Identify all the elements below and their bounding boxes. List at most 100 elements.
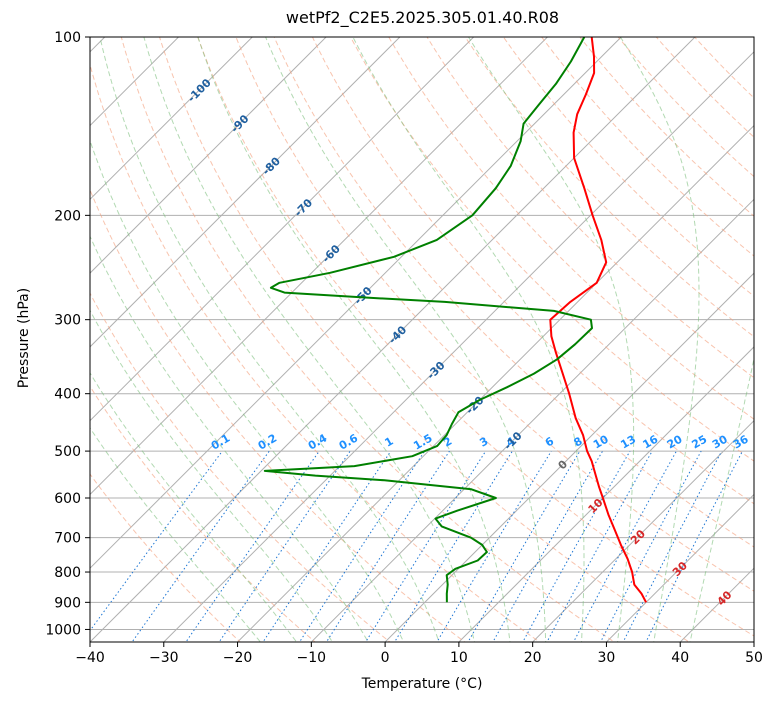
isotherm-line bbox=[236, 124, 754, 642]
dry-adiabat-line bbox=[120, 37, 616, 642]
y-tick-label: 700 bbox=[54, 531, 81, 547]
x-tick-label: −10 bbox=[297, 650, 327, 666]
isotherm-line bbox=[458, 346, 754, 642]
mixing-ratio-line bbox=[185, 450, 320, 642]
dry-adiabat-line bbox=[464, 37, 754, 338]
moist-adiabat-line bbox=[197, 37, 511, 642]
isotherm-label: -100 bbox=[185, 76, 214, 105]
x-axis-label: Temperature (°C) bbox=[361, 676, 483, 692]
isotherm-line bbox=[310, 198, 754, 642]
y-tick-label: 200 bbox=[54, 208, 81, 224]
x-tick-label: −20 bbox=[223, 650, 253, 666]
dry-adiabat-line bbox=[655, 37, 754, 138]
dry-adiabat-line bbox=[579, 37, 754, 217]
x-tick-label: 10 bbox=[450, 650, 468, 666]
isotherm-line bbox=[384, 272, 754, 642]
mixing-ratio-line bbox=[546, 450, 653, 642]
y-tick-label: 800 bbox=[54, 565, 81, 581]
x-tick-label: −40 bbox=[75, 650, 105, 666]
x-tick-label: −30 bbox=[149, 650, 179, 666]
mixing-ratio-label: 1 bbox=[383, 435, 396, 450]
dry-adiabat-line bbox=[617, 37, 754, 178]
dry-adiabat-line bbox=[90, 385, 316, 642]
moist-adiabat-line bbox=[468, 37, 635, 642]
dewpoint-profile-line bbox=[263, 37, 593, 603]
mixing-ratio-line bbox=[436, 450, 552, 642]
dry-adiabat-line bbox=[90, 188, 466, 642]
dry-adiabat-line bbox=[90, 62, 541, 642]
mixing-ratio-line bbox=[394, 450, 513, 642]
isotherm-line bbox=[90, 37, 475, 422]
x-tick-label: 50 bbox=[745, 650, 763, 666]
mixing-ratio-line bbox=[467, 450, 581, 642]
moist-adiabat-line bbox=[689, 356, 754, 642]
dry-adiabat-line bbox=[541, 37, 754, 257]
moist-adiabat-line bbox=[99, 37, 440, 642]
y-tick-label: 300 bbox=[54, 313, 81, 329]
moist-adiabat-line bbox=[90, 427, 262, 642]
dry-adiabat-line bbox=[426, 37, 754, 379]
chart-title: wetPf2_C2E5.2025.305.01.40.R08 bbox=[285, 8, 560, 27]
dry-adiabat-line bbox=[273, 37, 754, 548]
mixing-ratio-line bbox=[325, 450, 450, 642]
isotherm-line bbox=[90, 37, 696, 642]
moist-adiabat-line bbox=[352, 37, 585, 642]
mixing-ratio-label: 20 bbox=[665, 432, 685, 451]
dry-adiabat-line bbox=[197, 37, 754, 637]
mixing-ratio-label: 2 bbox=[441, 435, 454, 450]
y-tick-label: 600 bbox=[54, 491, 81, 507]
mixing-ratio-line bbox=[645, 450, 743, 642]
x-tick-label: 20 bbox=[524, 650, 542, 666]
isotherm-line bbox=[90, 37, 106, 53]
isotherm-line bbox=[163, 51, 754, 642]
y-axis-ticks: 100 200 300 400 500 600 700 800 900 1000 bbox=[45, 30, 90, 638]
mixing-ratio-label: 25 bbox=[690, 433, 710, 452]
mixing-ratio-label: 10 bbox=[591, 432, 611, 451]
dry-adiabat-line bbox=[235, 37, 754, 592]
mixing-ratio-line bbox=[298, 450, 426, 642]
y-tick-label: 500 bbox=[54, 444, 81, 460]
x-tick-label: 40 bbox=[671, 650, 689, 666]
isotherm-line bbox=[605, 493, 754, 642]
temperature-profile-line bbox=[549, 37, 647, 603]
moist-adiabat-line bbox=[90, 235, 369, 642]
reference-line-labels: 0.1 0.2 0.4 0.6 1 1.5 2 3 4 6 8 10 13 16 20 25 30 36-100-… bbox=[185, 76, 751, 608]
x-tick-label: 30 bbox=[598, 650, 616, 666]
mixing-ratio-label: 30 bbox=[710, 432, 730, 451]
dry-adiabat-line bbox=[502, 37, 754, 297]
y-tick-label: 100 bbox=[54, 30, 81, 46]
moist-adiabat-line bbox=[265, 37, 547, 642]
mixing-ratio-line bbox=[622, 450, 723, 642]
sounding-profiles bbox=[263, 37, 647, 603]
mixing-ratio-label: 13 bbox=[618, 433, 638, 452]
mixing-ratio-line bbox=[262, 450, 392, 642]
isotherm-line bbox=[531, 419, 754, 642]
x-axis-ticks: −40 −30 −20 −10 0 10 20 30 40 50 bbox=[75, 642, 763, 666]
dry-adiabat-line bbox=[311, 37, 754, 505]
isotherm-line bbox=[90, 37, 622, 569]
moist-adiabat-line bbox=[619, 37, 700, 642]
isotherm-line bbox=[90, 37, 180, 127]
dry-adiabat-line bbox=[693, 37, 754, 99]
mixing-ratio-label: 0.4 bbox=[306, 431, 330, 452]
mixing-ratio-line bbox=[600, 450, 702, 642]
isotherm-line bbox=[90, 37, 401, 348]
moist-adiabat-line bbox=[90, 309, 334, 642]
mixing-ratio-line bbox=[492, 450, 604, 642]
dry-adiabat-line bbox=[90, 292, 391, 642]
isotherm-line bbox=[90, 37, 254, 201]
dry-adiabat-line bbox=[388, 37, 754, 420]
moist-adiabat-line bbox=[90, 371, 298, 642]
moist-adiabat-line bbox=[143, 37, 476, 642]
isotherm-line bbox=[90, 37, 549, 496]
y-tick-label: 1000 bbox=[45, 622, 81, 638]
x-tick-label: 0 bbox=[381, 650, 390, 666]
isotherm-line bbox=[753, 641, 754, 642]
y-tick-label: 900 bbox=[54, 595, 81, 611]
moist-adiabat-line bbox=[90, 139, 405, 642]
dry-adiabat-line bbox=[90, 473, 241, 642]
isotherm-line bbox=[90, 37, 327, 274]
mixing-ratio-line bbox=[131, 450, 270, 642]
mixing-ratio-label: 6 bbox=[543, 434, 556, 449]
